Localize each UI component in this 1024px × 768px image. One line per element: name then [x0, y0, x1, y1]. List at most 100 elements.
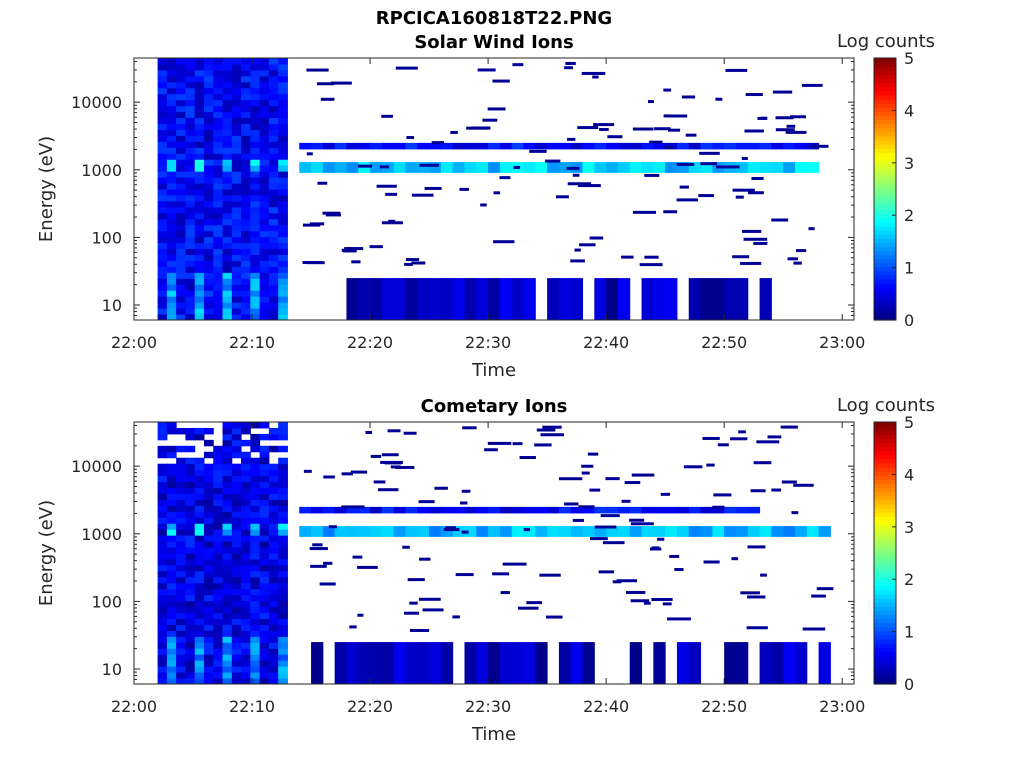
heatmap-cell [194, 284, 205, 291]
heatmap-cell [203, 481, 214, 488]
heatmap-sparse-cell [577, 184, 601, 188]
heatmap-cell [278, 266, 288, 273]
heatmap-band-cell [464, 642, 477, 684]
heatmap-cell [241, 123, 251, 130]
heatmap-cell [268, 153, 279, 160]
heatmap-cell [222, 618, 233, 625]
heatmap-sparse-cell [740, 261, 762, 265]
heatmap-cell [259, 278, 270, 285]
heatmap-cell [241, 570, 251, 578]
heatmap-cell [203, 159, 214, 166]
heatmap-cell [203, 576, 214, 584]
heatmap-cell [176, 553, 186, 560]
heatmap-band-cell [523, 526, 536, 537]
heatmap-cell [194, 600, 205, 608]
heatmap-cell [194, 87, 205, 95]
heatmap-cell [185, 212, 196, 220]
heatmap-cell [231, 159, 242, 166]
y-tick-label: 10 [102, 660, 122, 679]
heatmap-cell [203, 99, 214, 107]
heatmap-cell [278, 93, 288, 101]
heatmap-cell [278, 183, 288, 190]
heatmap-cell [250, 475, 261, 483]
heatmap-cell [268, 666, 279, 673]
heatmap-cell [194, 433, 205, 441]
heatmap-sparse-cell [639, 263, 663, 267]
heatmap-cell [278, 606, 288, 614]
heatmap-cell [278, 87, 288, 95]
heatmap-sparse-cell [309, 222, 325, 226]
heatmap-cell [176, 254, 186, 261]
heatmap-cell [176, 314, 186, 321]
heatmap-sparse-cell [381, 453, 399, 457]
heatmap-cell [231, 529, 242, 536]
x-tick-label: 22:10 [229, 333, 275, 352]
heatmap-band-cell [629, 506, 643, 514]
heatmap-cell [157, 541, 168, 548]
heatmap-cell [213, 81, 224, 89]
heatmap-cell [222, 481, 233, 488]
colorbar-segment [874, 516, 896, 521]
heatmap-sparse-cell [679, 185, 689, 189]
heatmap-sparse-cell [668, 128, 681, 132]
heatmap-cell [194, 200, 205, 208]
heatmap-cell [222, 99, 233, 107]
heatmap-cell [194, 427, 205, 435]
heatmap-sparse-cell [651, 597, 673, 601]
heatmap-cell [213, 564, 224, 572]
heatmap-cell [241, 648, 251, 655]
heatmap-cell [157, 248, 168, 255]
heatmap-band-cell [476, 642, 489, 684]
colorbar-segment [874, 479, 896, 485]
heatmap-cell [194, 254, 205, 261]
heatmap-cell [278, 58, 288, 65]
heatmap-sparse-cell [578, 505, 595, 509]
heatmap-sparse-cell [319, 582, 336, 586]
heatmap-sparse-cell [681, 95, 696, 99]
heatmap-cell [166, 99, 177, 107]
heatmap-cell [176, 636, 186, 643]
colorbar-segment [874, 287, 896, 292]
heatmap-cell [176, 558, 186, 566]
heatmap-sparse-cell [317, 181, 328, 185]
heatmap-cell [231, 99, 242, 107]
heatmap-sparse-cell [445, 526, 456, 530]
heatmap-cell [250, 99, 261, 107]
heatmap-cell [268, 165, 279, 172]
heatmap-cell [157, 558, 168, 566]
heatmap-cell [250, 642, 261, 649]
heatmap-cell [213, 236, 224, 244]
heatmap-band-cell [570, 142, 584, 150]
heatmap-sparse-cell [418, 500, 435, 504]
heatmap-cell [278, 505, 288, 512]
heatmap-cell [194, 666, 205, 673]
heatmap-cell [259, 529, 270, 536]
heatmap-sparse-cell [341, 505, 365, 509]
heatmap-cell [268, 296, 279, 303]
heatmap-band-cell [346, 162, 359, 173]
heatmap-cell [185, 63, 196, 71]
heatmap-cell [166, 194, 177, 202]
heatmap-cell [222, 553, 233, 560]
heatmap-cell [268, 189, 279, 196]
heatmap-cell [222, 147, 233, 154]
heatmap-cell [241, 260, 251, 267]
heatmap-cell [222, 272, 233, 279]
heatmap-cell [231, 69, 242, 77]
heatmap-cell [213, 535, 224, 542]
heatmap-cell [176, 660, 186, 667]
heatmap-cell [241, 582, 251, 590]
heatmap-cell [213, 242, 224, 250]
heatmap-cell [185, 123, 196, 130]
y-axis-label: Energy (eV) [36, 136, 57, 242]
heatmap-sparse-cell [411, 193, 434, 197]
heatmap-band-cell [641, 526, 654, 537]
colorbar-segment [874, 422, 896, 427]
heatmap-cell [166, 558, 177, 566]
heatmap-cell [222, 171, 233, 178]
heatmap-sparse-cell [487, 441, 512, 445]
heatmap-cell [231, 606, 242, 614]
heatmap-cell [259, 290, 270, 297]
heatmap-cell [222, 296, 233, 303]
heatmap-sparse-cell [395, 465, 415, 469]
